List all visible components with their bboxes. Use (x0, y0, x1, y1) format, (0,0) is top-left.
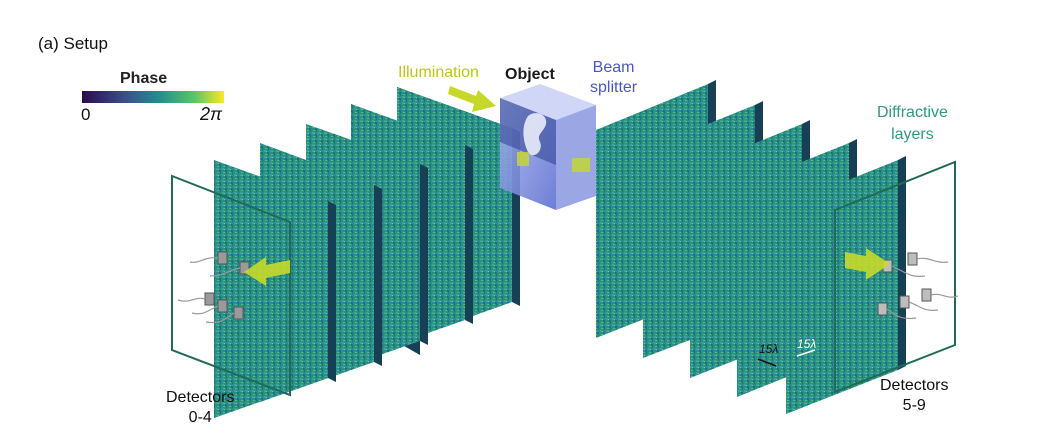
diffractive-layers-label-line2: layers (891, 126, 934, 143)
diffractive-layers-label: Diffractive layers (877, 102, 948, 146)
left-layer-stack (214, 87, 520, 418)
detectors-left-label-line1: Detectors (166, 389, 235, 406)
detector-5 (907, 252, 918, 266)
illumination-arrow-icon (448, 86, 496, 112)
colorbar-label: Phase (120, 70, 168, 87)
beam-right (572, 158, 590, 172)
detector-2 (204, 292, 215, 306)
detectors-left-label: Detectors 0-4 (166, 388, 234, 428)
right-layer-stack (596, 80, 906, 414)
detector-9 (877, 302, 888, 316)
beam-left (517, 152, 529, 166)
right-arrow-icon (845, 248, 890, 280)
right-detector-wires (886, 257, 959, 320)
figure-title: (a) Setup (38, 34, 108, 53)
detector-8 (899, 295, 910, 309)
right-detector-frame (834, 160, 956, 394)
left-arrow-icon (244, 257, 290, 286)
beam-splitter (500, 84, 596, 210)
right-detectors (877, 252, 932, 316)
colorbar (82, 91, 224, 103)
colorbar-min-label: 0 (81, 105, 91, 124)
illumination-label: Illumination (398, 64, 479, 81)
scale-bar-left (757, 358, 777, 367)
scale-label-right: 15λ (797, 337, 817, 351)
beam-splitter-label-line2: splitter (590, 79, 638, 96)
detector-7 (921, 288, 932, 302)
scale-bar-right (796, 349, 816, 357)
left-detector-wires (177, 257, 241, 324)
detector-3 (217, 299, 228, 313)
detector-0 (217, 251, 228, 265)
detectors-left-label-line2: 0-4 (188, 409, 212, 426)
diffractive-layer (214, 160, 336, 418)
left-detector-frame (171, 174, 291, 397)
scale-label-left: 15λ (759, 342, 779, 356)
detectors-right-label-line2: 5-9 (902, 397, 926, 414)
beam-splitter-label-line1: Beam (592, 59, 635, 76)
diffractive-layers-label-line1: Diffractive (877, 104, 948, 121)
object-shape (523, 113, 547, 156)
beam-splitter-label: Beam splitter (590, 58, 637, 98)
detectors-right-label: Detectors 5-9 (880, 376, 948, 416)
detector-4 (233, 306, 244, 320)
object-label: Object (505, 66, 555, 83)
detectors-right-label-line1: Detectors (880, 377, 949, 394)
colorbar-max-label: 2π (200, 104, 223, 124)
